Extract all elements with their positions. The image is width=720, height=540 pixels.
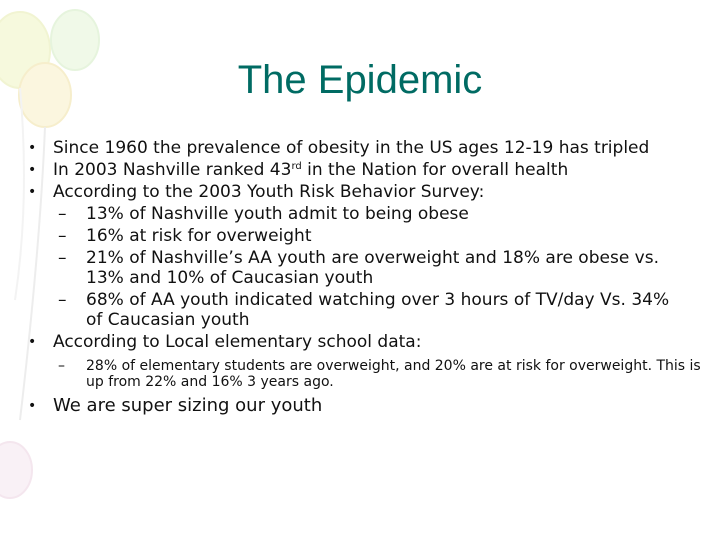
sub-bullet-list: 28% of elementary students are overweigh… [26,358,706,390]
bullet-text-part: In 2003 Nashville ranked 43 [53,160,292,180]
sub-bullet: 16% at risk for overweight [26,226,686,246]
sub-bullet: 68% of AA youth indicated watching over … [26,290,686,330]
bullet: According to the 2003 Youth Risk Behavio… [26,182,706,202]
bullet: In 2003 Nashville ranked 43rd in the Nat… [26,160,706,180]
bullet-text-part: in the Nation for overall health [301,160,569,180]
bullet: We are super sizing our youth [26,396,706,417]
slide-title: The Epidemic [237,58,483,102]
bullet: According to Local elementary school dat… [26,332,706,352]
sub-bullet: 28% of elementary students are overweigh… [26,358,706,390]
bullet: Since 1960 the prevalence of obesity in … [26,138,706,158]
bullet-list: Since 1960 the prevalence of obesity in … [26,138,706,418]
sub-bullet-list: 13% of Nashville youth admit to being ob… [26,204,706,330]
sub-bullet: 13% of Nashville youth admit to being ob… [26,204,686,224]
bullet-text-part: rd [291,161,302,172]
sub-bullet: 21% of Nashville’s AA youth are overweig… [26,248,686,288]
